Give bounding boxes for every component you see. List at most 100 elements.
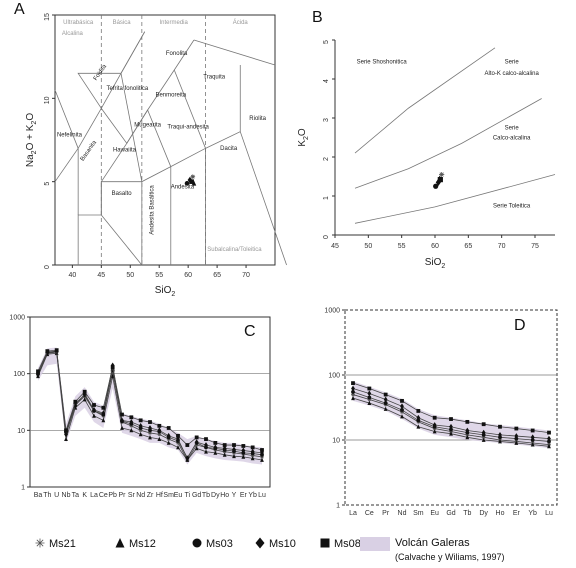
data-point [185, 443, 190, 447]
data-point [498, 431, 502, 438]
data-point [260, 449, 264, 456]
data-point [64, 431, 68, 438]
x-tick-label: 70 [242, 272, 250, 279]
element-label: Zr [147, 492, 154, 499]
element-label: Yb [528, 510, 537, 517]
data-point [367, 397, 372, 402]
data-point [120, 412, 124, 417]
data-point [92, 406, 96, 413]
data-point [157, 432, 162, 437]
rock-field-label: Mugearita [134, 123, 161, 129]
data-point [92, 403, 96, 407]
data-point [351, 385, 355, 392]
y-tick-label: 100 [328, 373, 340, 380]
data-point [194, 443, 199, 447]
data-point [432, 415, 437, 420]
y-tick-label: 2 [323, 157, 330, 161]
data-point [383, 392, 388, 397]
rock-field-label: Riolita [249, 116, 266, 122]
data-point [383, 401, 388, 405]
data-point [148, 420, 152, 424]
legend-band-swatch [360, 537, 390, 551]
data-point [166, 440, 171, 445]
data-point [498, 439, 502, 444]
series-label: Serie [505, 126, 520, 132]
x-tick-label: 45 [331, 243, 339, 250]
element-label: Pb [108, 492, 117, 499]
legend-band-citation: (Calvache y Wiliams, 1997) [395, 552, 505, 562]
tas-field-boundary [100, 181, 143, 266]
rock-field-label: Tefrita fonolitica [107, 86, 149, 92]
data-point [222, 445, 227, 452]
legend-marker-ms10 [255, 537, 265, 549]
data-point [481, 422, 486, 427]
data-point [138, 431, 143, 437]
data-point [166, 426, 171, 430]
element-label: Sm [163, 492, 174, 499]
data-point [157, 436, 162, 442]
data-point [45, 349, 50, 354]
data-point [481, 437, 486, 442]
legend-band-label: Volcán Galeras [395, 537, 470, 549]
data-point [185, 455, 190, 462]
data-point [101, 410, 106, 417]
series-label: Serie Shoshonitica [357, 59, 408, 65]
element-label: Nd [136, 492, 145, 499]
data-point [367, 386, 372, 391]
x-tick-label: 55 [155, 272, 163, 279]
element-label: Hf [156, 492, 163, 499]
data-point [120, 417, 124, 424]
data-point [439, 171, 445, 178]
data-point [351, 389, 355, 394]
data-point [432, 429, 437, 434]
tas-field-boundary [77, 131, 287, 266]
element-label: Sr [128, 492, 136, 499]
legend-marker-ms12 [115, 538, 125, 548]
panel-letter-a: A [14, 1, 25, 18]
x-tick-label: 70 [498, 243, 506, 250]
data-point [416, 409, 421, 413]
y-axis-label: K2O [297, 128, 310, 147]
y-tick-label: 1 [21, 485, 25, 492]
data-point [138, 428, 143, 433]
element-label: Tb [463, 510, 471, 517]
rock-field-label: Traqui-andesita [167, 124, 209, 130]
element-label: Sm [413, 510, 424, 517]
data-point [547, 430, 551, 435]
data-point [241, 454, 246, 459]
element-label: Pr [382, 510, 390, 517]
element-label: Y [232, 492, 237, 499]
data-point [54, 348, 59, 353]
data-point [498, 424, 502, 429]
data-point [157, 423, 162, 428]
series-label: Calco-alcalina [493, 135, 531, 141]
data-point [189, 179, 194, 184]
y-tick-label: 1 [336, 503, 340, 510]
element-label: Eu [174, 492, 183, 499]
y-tick-label: 0 [323, 235, 330, 239]
data-point [449, 417, 453, 421]
element-label: Ce [99, 492, 108, 499]
data-point [82, 389, 87, 394]
element-label: La [90, 492, 98, 499]
element-label: Gd [192, 492, 201, 499]
element-label: K [82, 492, 87, 499]
data-point [250, 445, 255, 450]
series-boundary-line [354, 47, 496, 154]
data-point [400, 403, 404, 410]
data-point [194, 435, 199, 440]
legend-label-ms03: Ms03 [206, 538, 233, 550]
rock-field-label: Dacita [220, 146, 238, 152]
x-axis-label: SiO2 [155, 285, 176, 298]
element-label: Dy [479, 510, 488, 517]
data-point [400, 398, 404, 403]
data-point [547, 443, 551, 449]
data-point [64, 428, 68, 433]
element-label: Ta [72, 492, 80, 499]
data-point [351, 395, 355, 401]
data-point [64, 436, 68, 442]
data-point [530, 434, 535, 441]
rock-field-label: Basanita [80, 139, 99, 162]
x-tick-label: 40 [68, 272, 76, 279]
data-point [400, 408, 404, 412]
